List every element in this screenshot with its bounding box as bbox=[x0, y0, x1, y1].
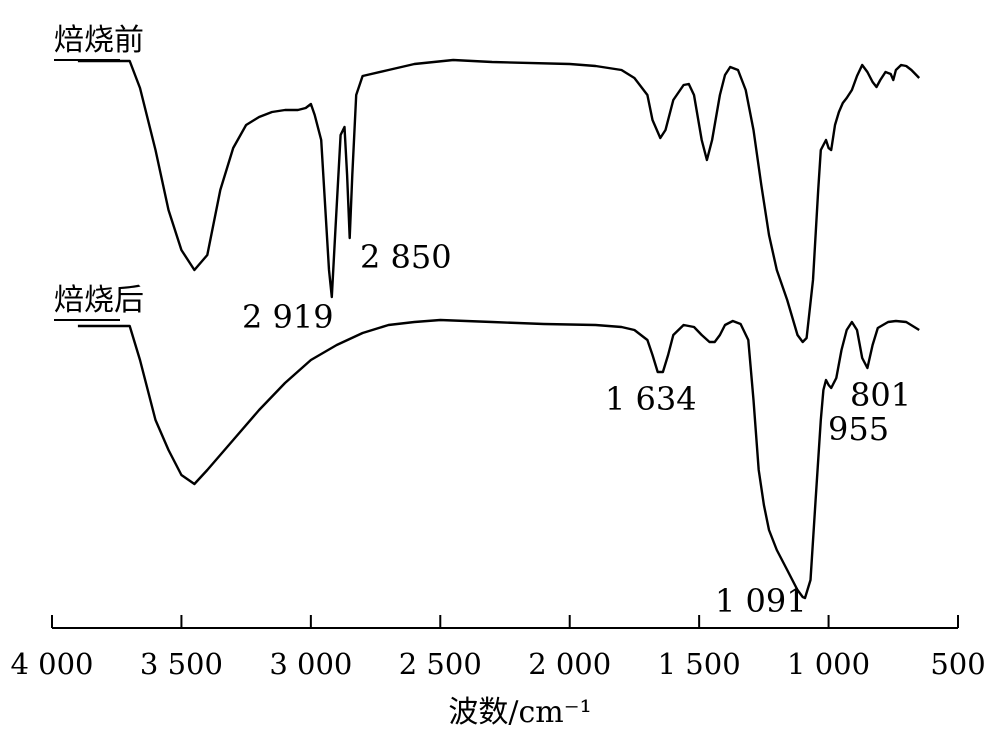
series-layer bbox=[77, 58, 921, 600]
peak-annotation: 955 bbox=[828, 410, 889, 448]
peak-annotation: 801 bbox=[850, 376, 911, 414]
x-tick-label: 2 500 bbox=[399, 647, 482, 681]
peak-annotation: 1 091 bbox=[715, 582, 807, 620]
series-line-2 bbox=[77, 318, 920, 600]
x-axis-label: 波数/cm⁻¹ bbox=[448, 695, 591, 730]
peak-annotation: 2 919 bbox=[242, 298, 334, 336]
x-tick-label: 3 500 bbox=[140, 647, 223, 681]
x-tick-label: 500 bbox=[930, 647, 985, 681]
x-tick-label: 1 500 bbox=[658, 647, 741, 681]
x-tick-label: 1 000 bbox=[787, 647, 870, 681]
series-line-1 bbox=[77, 58, 921, 344]
peak-annotation: 2 850 bbox=[360, 238, 452, 276]
x-tick-label: 3 000 bbox=[269, 647, 352, 681]
series-label-2: 焙烧后 bbox=[54, 283, 144, 318]
x-tick-label: 2 000 bbox=[528, 647, 611, 681]
x-tick-label: 4 000 bbox=[10, 647, 93, 681]
peak-annotation: 1 634 bbox=[605, 380, 697, 418]
x-axis: 4 000 3 500 3 000 2 500 2 000 1 500 1 000 500 bbox=[10, 615, 986, 681]
series-label-1: 焙烧前 bbox=[54, 23, 144, 58]
